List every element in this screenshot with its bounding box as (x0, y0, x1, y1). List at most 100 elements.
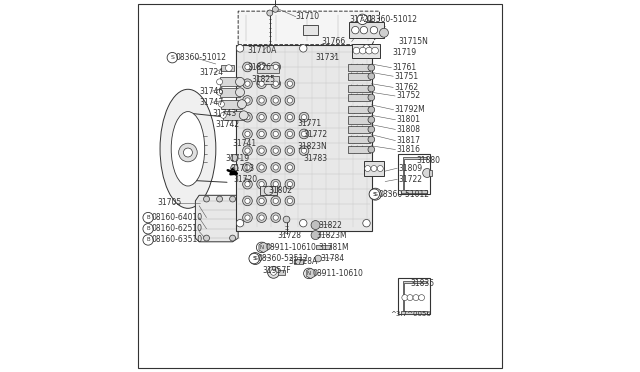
Circle shape (179, 143, 197, 162)
Circle shape (368, 146, 374, 153)
Bar (220, 88, 240, 97)
Bar (364, 161, 385, 176)
Circle shape (360, 47, 366, 54)
Circle shape (407, 295, 413, 301)
Circle shape (301, 115, 307, 120)
Circle shape (216, 79, 223, 85)
Circle shape (273, 182, 278, 187)
Circle shape (419, 295, 424, 301)
Circle shape (239, 111, 248, 120)
Circle shape (271, 179, 280, 189)
Circle shape (143, 212, 154, 223)
Circle shape (287, 98, 292, 103)
Text: 31720: 31720 (234, 175, 258, 184)
Text: S: S (253, 256, 257, 261)
Text: 31722: 31722 (398, 175, 422, 184)
Text: 31817: 31817 (396, 136, 420, 145)
Circle shape (204, 235, 209, 241)
Circle shape (360, 26, 367, 34)
Circle shape (287, 182, 292, 187)
Text: 08160-62510: 08160-62510 (152, 224, 203, 233)
Circle shape (285, 179, 294, 189)
Circle shape (273, 115, 278, 120)
Circle shape (368, 64, 374, 71)
Circle shape (357, 14, 367, 25)
Circle shape (271, 129, 280, 139)
Circle shape (287, 165, 292, 170)
Bar (278, 270, 285, 275)
Circle shape (236, 77, 244, 86)
Circle shape (287, 131, 292, 137)
Bar (316, 245, 331, 249)
Circle shape (245, 198, 250, 203)
Circle shape (230, 196, 236, 202)
Text: 31724: 31724 (199, 68, 223, 77)
Text: 08360-52512: 08360-52512 (258, 254, 309, 263)
Text: 31719: 31719 (392, 48, 417, 57)
Circle shape (257, 179, 266, 189)
Text: 08911-10610: 08911-10610 (312, 269, 364, 278)
Circle shape (368, 136, 374, 143)
Circle shape (271, 196, 280, 206)
Text: 31728: 31728 (277, 231, 301, 240)
Circle shape (257, 196, 266, 206)
Circle shape (259, 165, 264, 170)
Bar (220, 77, 240, 86)
Circle shape (220, 112, 227, 118)
Circle shape (216, 89, 223, 95)
Bar (348, 126, 370, 133)
Circle shape (299, 112, 309, 122)
Circle shape (259, 148, 264, 153)
Circle shape (380, 28, 388, 37)
Circle shape (299, 146, 309, 155)
Circle shape (311, 221, 320, 230)
Polygon shape (238, 11, 380, 45)
Circle shape (243, 196, 252, 206)
Circle shape (143, 224, 154, 234)
Polygon shape (401, 157, 427, 193)
Circle shape (243, 163, 252, 172)
Bar (348, 73, 370, 80)
Circle shape (422, 169, 431, 177)
Text: 08360-51012: 08360-51012 (175, 53, 227, 62)
Text: 31746: 31746 (199, 87, 223, 96)
Text: 31762: 31762 (394, 83, 419, 92)
Text: S: S (374, 192, 378, 197)
Text: 31816: 31816 (396, 145, 420, 154)
Circle shape (216, 196, 223, 202)
Circle shape (259, 182, 264, 187)
Text: 31826: 31826 (248, 63, 271, 72)
Text: 31808: 31808 (396, 125, 420, 134)
Circle shape (230, 235, 236, 241)
Text: 31752: 31752 (396, 92, 420, 100)
Circle shape (243, 179, 252, 189)
Text: 08160-64010: 08160-64010 (152, 213, 203, 222)
Circle shape (363, 45, 370, 52)
Polygon shape (401, 281, 427, 314)
Text: 31792M: 31792M (394, 105, 425, 114)
Circle shape (299, 129, 309, 139)
Text: 31825: 31825 (251, 76, 275, 84)
Circle shape (257, 242, 267, 253)
Circle shape (271, 146, 280, 155)
Circle shape (287, 148, 292, 153)
Text: 31802: 31802 (268, 186, 292, 195)
Circle shape (268, 266, 280, 278)
Text: S: S (361, 17, 364, 22)
Circle shape (257, 112, 266, 122)
Circle shape (143, 235, 154, 245)
Circle shape (257, 79, 266, 89)
Circle shape (285, 96, 294, 105)
Text: 31761: 31761 (392, 63, 417, 72)
Text: ^3.7^0056: ^3.7^0056 (390, 311, 431, 317)
Text: 31822: 31822 (318, 221, 342, 230)
Text: 31751: 31751 (394, 72, 419, 81)
Text: 31713: 31713 (231, 164, 255, 173)
Circle shape (257, 163, 266, 172)
Circle shape (273, 6, 278, 12)
Circle shape (273, 148, 278, 153)
Circle shape (231, 154, 238, 162)
Text: 31747: 31747 (199, 98, 223, 107)
Text: 31784: 31784 (320, 254, 344, 263)
Circle shape (167, 52, 177, 63)
